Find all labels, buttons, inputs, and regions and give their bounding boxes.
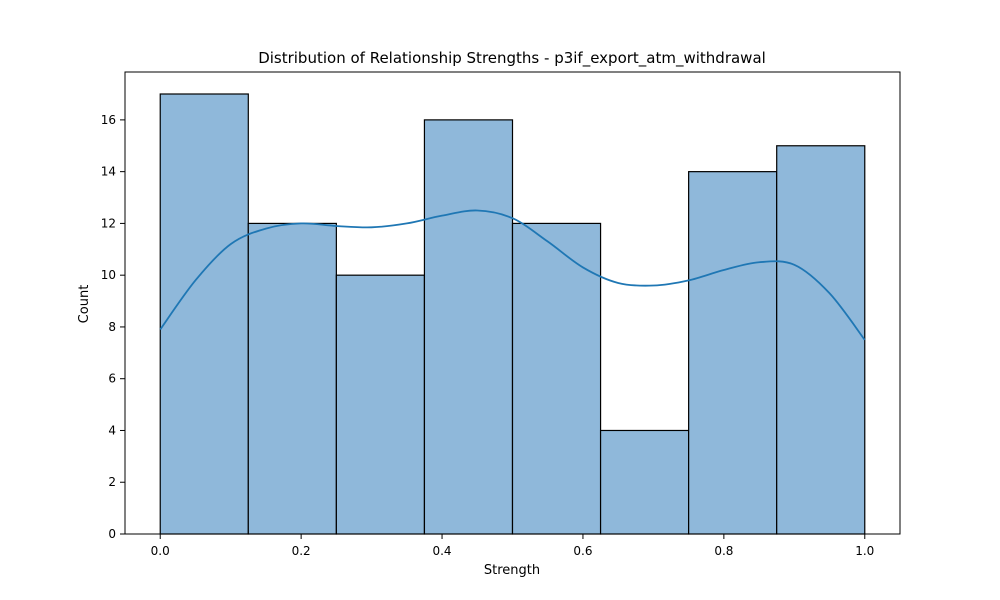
kde-line — [159, 209, 866, 341]
histogram-bar-6 — [599, 429, 690, 535]
histogram-bars — [159, 93, 866, 535]
y-tick-label-9: 16 — [101, 113, 116, 127]
histogram-bar-5 — [511, 222, 602, 535]
x-tick-label-1: 0.0 — [151, 544, 170, 558]
x-tick-label-6: 1.0 — [855, 544, 874, 558]
chart-title: Distribution of Relationship Strengths -… — [258, 49, 766, 68]
y-tick-label-4: 6 — [108, 372, 116, 386]
x-tick-label-5: 0.8 — [714, 544, 733, 558]
x-axis-ticks: 0.0 0.2 0.4 0.6 0.8 1.0 — [151, 534, 874, 558]
x-tick-label-2: 0.2 — [292, 544, 311, 558]
y-axis-ticks: 0 2 4 6 8 10 12 14 16 — [101, 113, 125, 541]
x-axis-label: Strength — [484, 563, 540, 578]
histogram-bar-4 — [423, 119, 514, 535]
y-axis-label: Count — [77, 285, 92, 324]
histogram-bar-2 — [247, 222, 337, 535]
y-tick-label-5: 8 — [108, 320, 116, 334]
y-tick-label-1: 0 — [108, 527, 116, 541]
histogram-bar-1 — [159, 93, 249, 535]
histogram-bar-7 — [688, 171, 778, 535]
y-tick-label-7: 12 — [101, 216, 116, 230]
y-tick-label-8: 14 — [101, 165, 116, 179]
histogram-bar-3 — [335, 274, 426, 535]
plot-frame — [124, 71, 901, 535]
x-tick-label-4: 0.6 — [573, 544, 592, 558]
y-tick-label-3: 4 — [108, 423, 116, 437]
histogram-bar-8 — [776, 145, 866, 535]
x-tick-label-3: 0.4 — [432, 544, 451, 558]
y-tick-label-2: 2 — [108, 475, 116, 489]
y-tick-label-6: 10 — [101, 268, 116, 282]
